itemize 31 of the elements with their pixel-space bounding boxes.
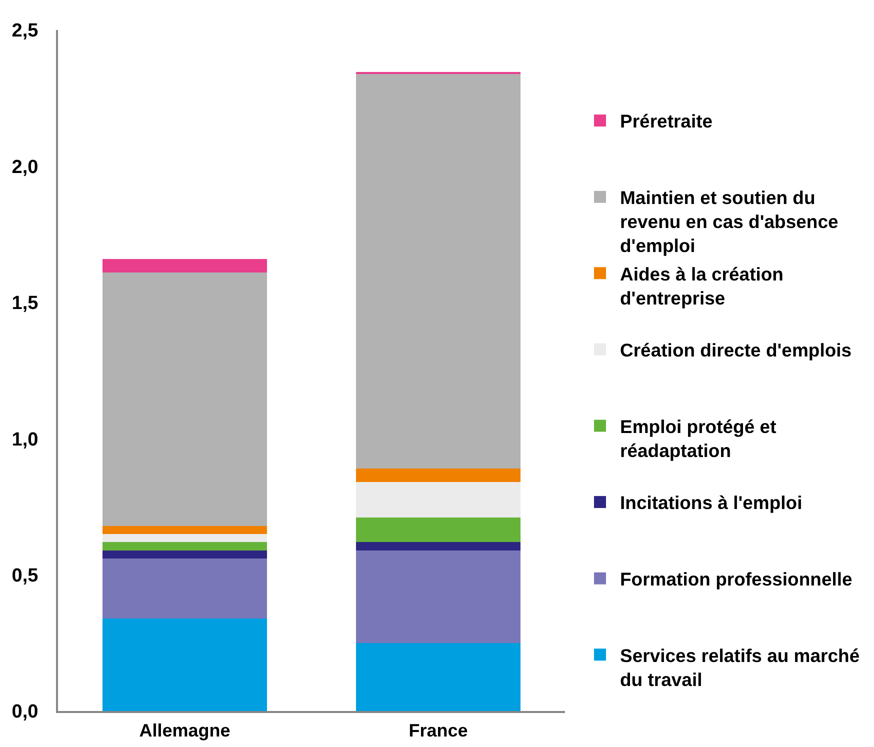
legend-label: Services relatifs au marché du travail — [620, 644, 860, 690]
legend-label: Préretraite — [620, 110, 713, 132]
legend-label: Maintien et soutien du revenu en cas d'absence d'emploi — [620, 187, 838, 256]
bar — [102, 618, 267, 711]
y-tick-label: 2,0 — [12, 156, 38, 178]
y-tick-label: 1,0 — [12, 429, 38, 450]
bar — [102, 558, 267, 618]
y-tick-label: 2,5 — [12, 20, 39, 42]
legend-label: Aides à la création d'entreprise — [620, 263, 784, 308]
bar — [102, 542, 267, 550]
bar — [356, 550, 520, 643]
y-tick-label: 0,0 — [12, 702, 38, 723]
bar — [102, 258, 267, 272]
bar — [356, 468, 520, 482]
y-tick-label: 1,5 — [12, 293, 39, 314]
x-tick-label: Allemagne — [139, 720, 230, 741]
legend-label: Incitations à l'emploi — [620, 492, 802, 514]
bar — [102, 550, 267, 558]
bar — [356, 482, 520, 518]
bar — [356, 74, 520, 469]
bar — [102, 526, 267, 534]
bar — [356, 518, 520, 542]
bar — [356, 542, 520, 550]
legend-label: Emploi protégé et réadaptation — [620, 416, 776, 461]
legend-label: Création directe d'emplois — [620, 340, 852, 361]
legend-label: Formation professionnelle — [620, 568, 852, 590]
bar — [102, 272, 267, 526]
y-tick-label: 0,5 — [12, 565, 39, 586]
bar — [102, 534, 267, 542]
bar — [356, 642, 520, 711]
x-tick-label: France — [408, 720, 468, 741]
